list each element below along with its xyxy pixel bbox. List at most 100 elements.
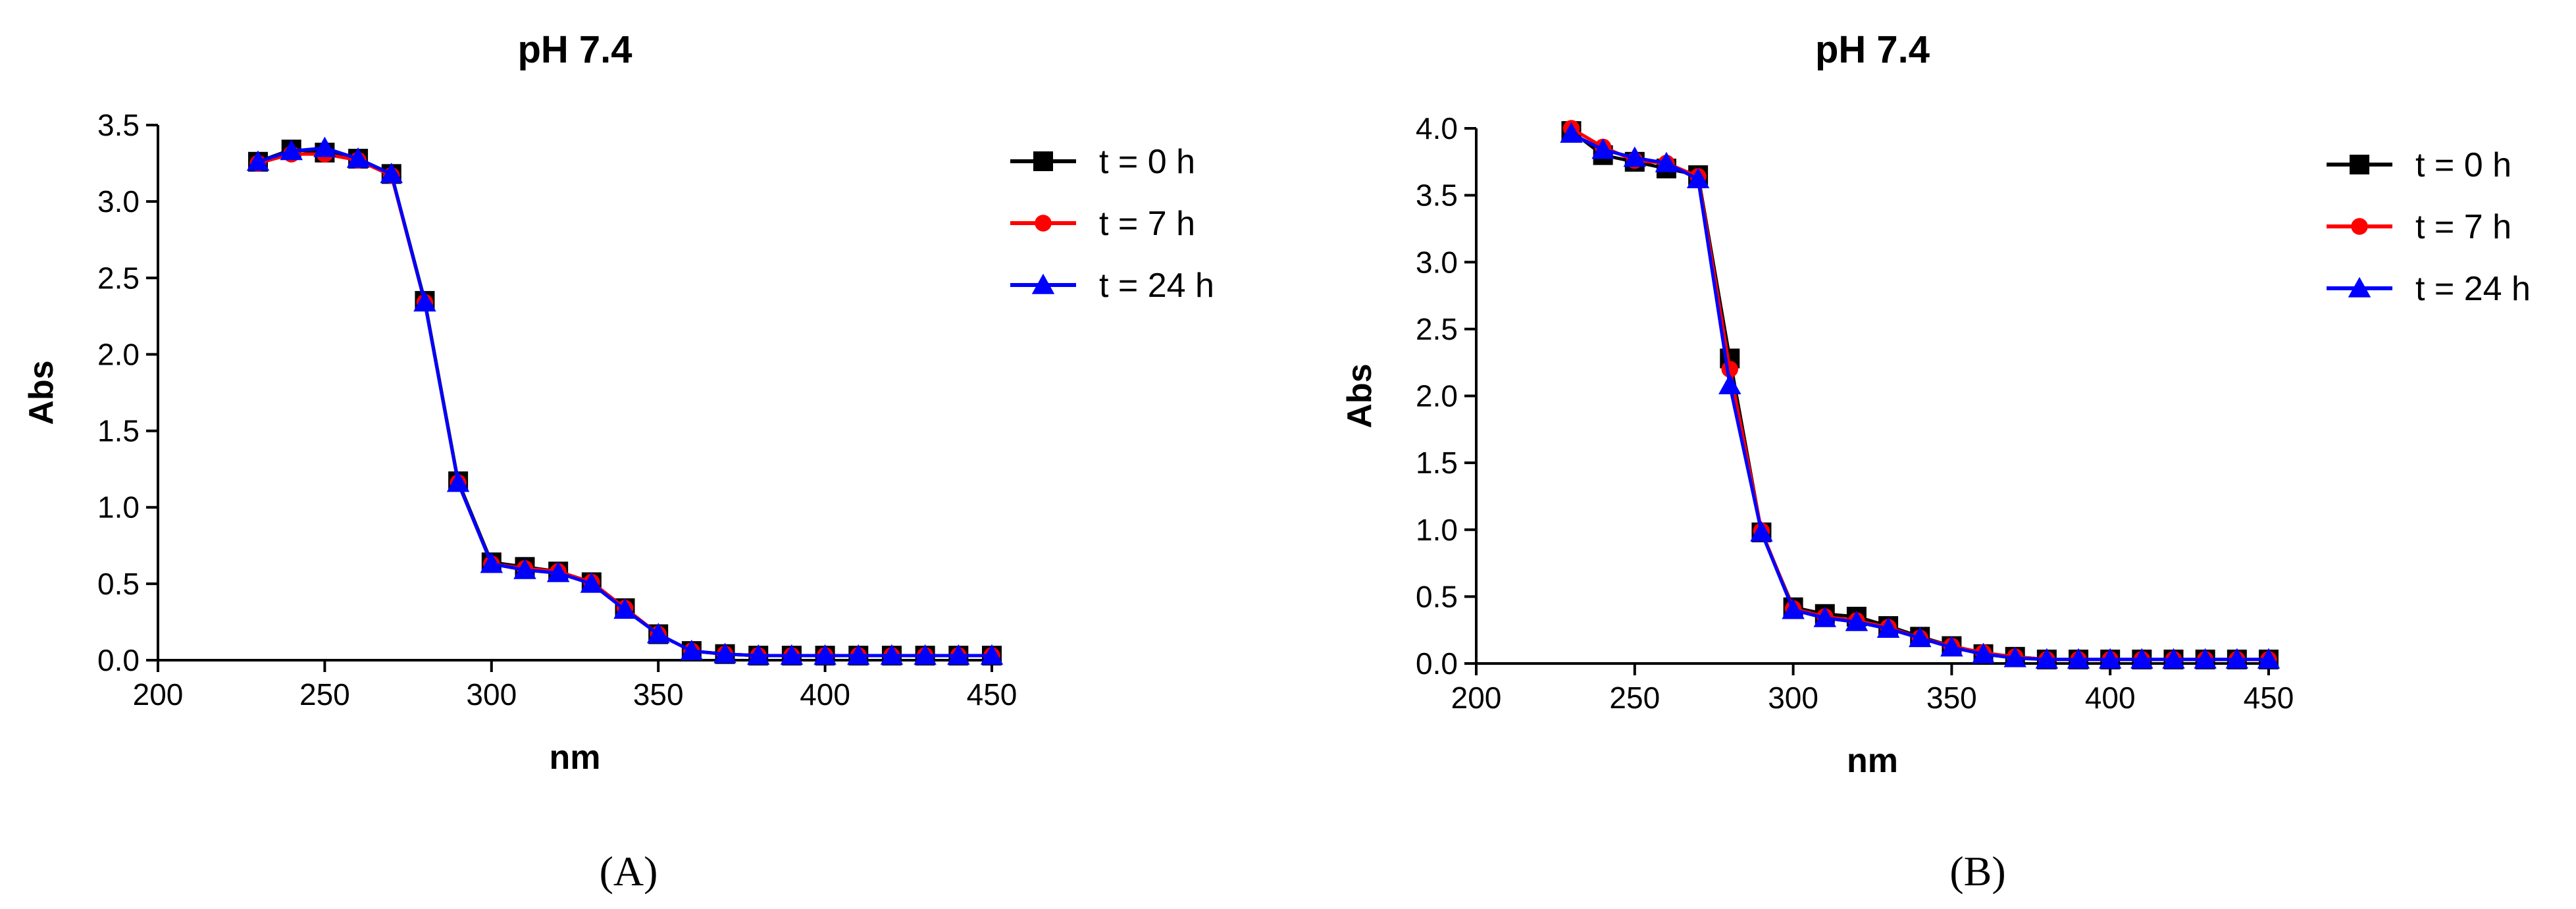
x-tick-label: 450	[967, 677, 1018, 712]
data-point	[1940, 636, 1963, 657]
legend-marker	[2350, 155, 2369, 174]
y-tick-label: 0.5	[1416, 579, 1458, 613]
data-point	[746, 644, 770, 665]
data-point	[246, 150, 270, 171]
data-point	[1876, 617, 1900, 638]
y-tick-label: 3.5	[1416, 178, 1458, 213]
x-tick-label: 350	[1926, 681, 1977, 715]
data-point	[2162, 648, 2185, 669]
y-tick-label: 2.0	[97, 337, 140, 371]
series-1	[1562, 120, 2277, 668]
y-axis-label: Abs	[22, 360, 61, 425]
y-tick-label: 3.0	[97, 184, 140, 219]
data-point	[480, 552, 503, 573]
legend-label: t = 7 h	[1099, 205, 1195, 243]
series-0	[248, 140, 1002, 666]
y-tick-label: 0.5	[97, 567, 140, 601]
data-point	[1750, 521, 1773, 542]
y-tick-label: 4.0	[1416, 111, 1458, 145]
series-2	[246, 136, 1004, 665]
series-0	[1561, 121, 2279, 669]
series-2	[1560, 122, 2280, 669]
chart-panel-a: pH 7.4 0.0 0.5 1.0 1.5 2.0 2.5 3.0 3.5 200 250 300 3…	[22, 28, 1214, 895]
data-point	[313, 136, 336, 157]
data-point	[2067, 648, 2090, 669]
legend-label: t = 24 h	[2415, 270, 2531, 308]
legend-marker	[2348, 276, 2371, 298]
data-point	[2098, 648, 2122, 669]
series-line	[1570, 130, 2269, 662]
y-tick-label: 3.5	[97, 108, 140, 142]
data-point	[680, 639, 704, 660]
y-tick-label: 0.0	[97, 643, 140, 677]
y-tick-label: 2.0	[1416, 379, 1458, 413]
series-line	[1570, 132, 2269, 662]
series-1	[249, 145, 1000, 664]
legend-label: t = 0 h	[2415, 146, 2512, 184]
data-point	[847, 644, 870, 665]
y-tick-label: 1.5	[1416, 446, 1458, 480]
x-axis-label: nm	[550, 739, 601, 777]
data-point	[380, 163, 403, 184]
x-tick-label: 400	[800, 677, 850, 712]
series-line	[257, 146, 992, 658]
data-point	[2130, 648, 2153, 669]
data-point	[914, 644, 937, 665]
data-point	[1813, 606, 1837, 627]
data-point	[1560, 122, 1583, 143]
data-point	[646, 623, 670, 644]
legend-label: t = 7 h	[2415, 208, 2512, 246]
data-point	[780, 644, 804, 665]
y-tick-label: 2.5	[97, 261, 140, 295]
data-point	[2225, 648, 2249, 669]
x-tick-label: 300	[1768, 681, 1818, 715]
data-point	[1845, 610, 1868, 631]
data-point	[346, 147, 370, 168]
data-point	[813, 644, 837, 665]
data-point	[1623, 146, 1647, 167]
x-tick-label: 250	[299, 677, 350, 712]
series-line	[1570, 126, 2269, 662]
data-point	[1782, 598, 1805, 619]
legend-marker	[1035, 215, 1052, 232]
y-tick-label: 0.0	[1416, 646, 1458, 681]
x-tick-label: 350	[633, 677, 684, 712]
data-point	[1908, 627, 1932, 648]
legend-marker	[1033, 151, 1053, 171]
y-tick-label: 1.0	[97, 490, 140, 525]
x-tick-label: 200	[133, 677, 184, 712]
legend: t = 0 h t = 7 h t = 24 h	[1010, 143, 1214, 305]
chart-panel-b: pH 7.4 0.0 0.5 1.0 1.5 2.0 2.5 3.0 3.5 4.0 200 250 3…	[1341, 28, 2531, 895]
y-tick-label: 3.0	[1416, 245, 1458, 279]
legend-marker	[1031, 273, 1055, 294]
series-line	[257, 152, 992, 658]
data-point	[1718, 373, 1741, 395]
data-point	[2194, 648, 2217, 669]
x-tick-label: 250	[1609, 681, 1660, 715]
data-point	[613, 598, 636, 619]
data-point	[513, 558, 536, 579]
data-point	[1686, 167, 1710, 189]
panel-label: (B)	[1949, 848, 2005, 895]
chart-title: pH 7.4	[1815, 28, 1930, 71]
data-point	[2035, 648, 2059, 669]
data-point	[2003, 646, 2026, 667]
panel-label: (A)	[600, 848, 658, 895]
data-point	[2257, 648, 2280, 669]
data-point	[1591, 138, 1614, 159]
data-point	[280, 140, 303, 161]
data-point	[880, 644, 904, 665]
data-point	[1972, 642, 1995, 663]
data-point	[580, 572, 604, 593]
data-point	[546, 561, 570, 583]
y-tick-label: 2.5	[1416, 312, 1458, 346]
legend: t = 0 h t = 7 h t = 24 h	[2327, 146, 2531, 308]
x-tick-label: 200	[1451, 681, 1502, 715]
data-point	[713, 642, 736, 663]
legend-label: t = 0 h	[1099, 143, 1195, 181]
series-line	[257, 147, 992, 658]
data-point	[1655, 151, 1678, 172]
y-tick-label: 1.0	[1416, 513, 1458, 547]
x-tick-label: 450	[2244, 681, 2294, 715]
